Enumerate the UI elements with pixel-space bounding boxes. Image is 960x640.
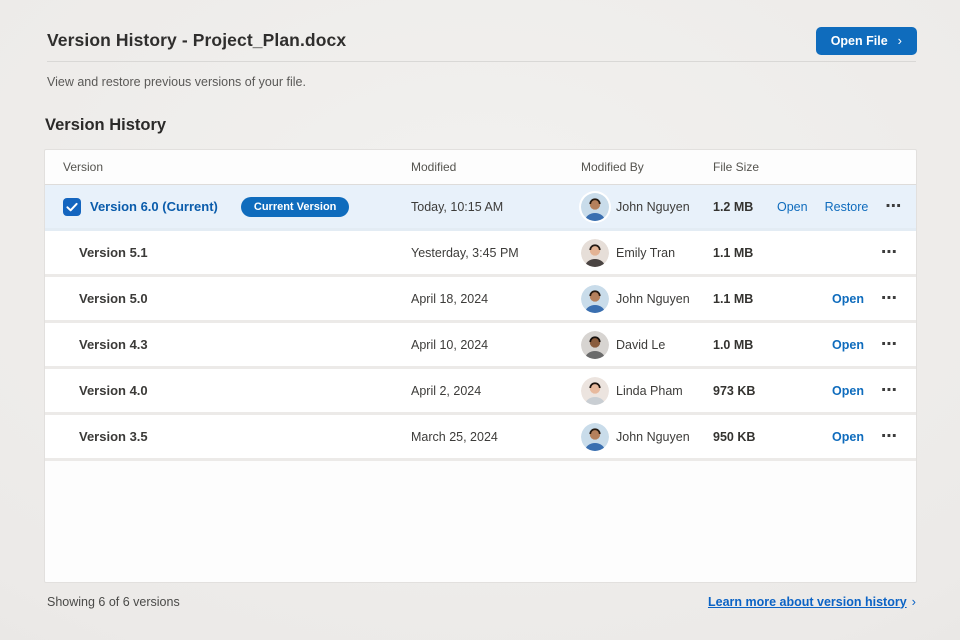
modified-by-name: Linda Pham — [616, 384, 683, 398]
modified-by-name: John Nguyen — [616, 430, 690, 444]
version-table: Version Modified Modified By File Size V… — [44, 149, 917, 583]
page-subtitle: View and restore previous versions of yo… — [47, 75, 960, 89]
modified-by-name: David Le — [616, 338, 665, 352]
more-options-button[interactable]: ⋯ — [881, 383, 898, 399]
modified-by-name: Emily Tran — [616, 246, 675, 260]
open-link[interactable]: Open — [777, 200, 808, 214]
modified-by-name: John Nguyen — [616, 292, 690, 306]
modified-date: April 2, 2024 — [411, 384, 581, 398]
restore-link[interactable]: Restore — [825, 200, 869, 214]
open-link[interactable]: Open — [832, 384, 864, 398]
checkbox-checked-icon[interactable] — [63, 198, 81, 216]
modified-date: April 18, 2024 — [411, 292, 581, 306]
table-header-row: Version Modified Modified By File Size — [45, 150, 916, 185]
modified-date: March 25, 2024 — [411, 430, 581, 444]
column-header-modified-by: Modified By — [581, 160, 713, 174]
column-header-file-size: File Size — [713, 160, 777, 174]
table-row[interactable]: Version 5.0 April 18, 2024 John Nguyen 1… — [45, 277, 916, 323]
version-label: Version 6.0 (Current) — [90, 199, 218, 214]
version-label: Version 5.0 — [79, 291, 148, 306]
modified-date: April 10, 2024 — [411, 338, 581, 352]
open-link[interactable]: Open — [832, 430, 864, 444]
file-size: 950 KB — [713, 430, 777, 444]
learn-more-label: Learn more about version history — [708, 595, 907, 609]
avatar — [581, 331, 609, 359]
open-file-button[interactable]: Open File › — [816, 27, 917, 55]
open-file-button-label: Open File — [831, 34, 888, 48]
file-size: 973 KB — [713, 384, 777, 398]
modified-by-name: John Nguyen — [616, 200, 690, 214]
file-size: 1.0 MB — [713, 338, 777, 352]
avatar — [581, 193, 609, 221]
header-divider — [47, 61, 916, 62]
table-row[interactable]: Version 3.5 March 25, 2024 John Nguyen 9… — [45, 415, 916, 461]
open-link[interactable]: Open — [832, 338, 864, 352]
version-label: Version 4.0 — [79, 383, 148, 398]
avatar — [581, 377, 609, 405]
version-label: Version 3.5 — [79, 429, 148, 444]
footer: Showing 6 of 6 versions Learn more about… — [47, 594, 916, 609]
showing-count: Showing 6 of 6 versions — [47, 595, 180, 609]
avatar — [581, 285, 609, 313]
page-title: Version History - Project_Plan.docx — [47, 30, 346, 51]
open-link[interactable]: Open — [832, 292, 864, 306]
more-options-button[interactable]: ⋯ — [885, 199, 902, 215]
version-label: Version 4.3 — [79, 337, 148, 352]
table-row[interactable]: Version 4.3 April 10, 2024 David Le 1.0 … — [45, 323, 916, 369]
table-row[interactable]: Version 6.0 (Current) Current Version To… — [45, 185, 916, 231]
modified-date: Today, 10:15 AM — [411, 200, 581, 214]
more-options-button[interactable]: ⋯ — [881, 291, 898, 307]
file-size: 1.1 MB — [713, 292, 777, 306]
current-version-badge: Current Version — [241, 197, 350, 217]
more-options-button[interactable]: ⋯ — [881, 429, 898, 445]
avatar — [581, 239, 609, 267]
chevron-right-icon: › — [898, 34, 902, 47]
column-header-modified: Modified — [411, 160, 581, 174]
avatar — [581, 423, 609, 451]
column-header-version: Version — [63, 160, 411, 174]
file-size: 1.2 MB — [713, 200, 777, 214]
learn-more-link[interactable]: Learn more about version history › — [708, 594, 916, 609]
file-size: 1.1 MB — [713, 246, 777, 260]
chevron-right-icon: › — [912, 594, 916, 609]
section-heading: Version History — [45, 116, 960, 135]
more-options-button[interactable]: ⋯ — [881, 337, 898, 353]
header: Version History - Project_Plan.docx Open… — [0, 0, 960, 61]
more-options-button[interactable]: ⋯ — [881, 245, 898, 261]
modified-date: Yesterday, 3:45 PM — [411, 246, 581, 260]
table-row[interactable]: Version 5.1 Yesterday, 3:45 PM Emily Tra… — [45, 231, 916, 277]
table-row[interactable]: Version 4.0 April 2, 2024 Linda Pham 973… — [45, 369, 916, 415]
version-label: Version 5.1 — [79, 245, 148, 260]
